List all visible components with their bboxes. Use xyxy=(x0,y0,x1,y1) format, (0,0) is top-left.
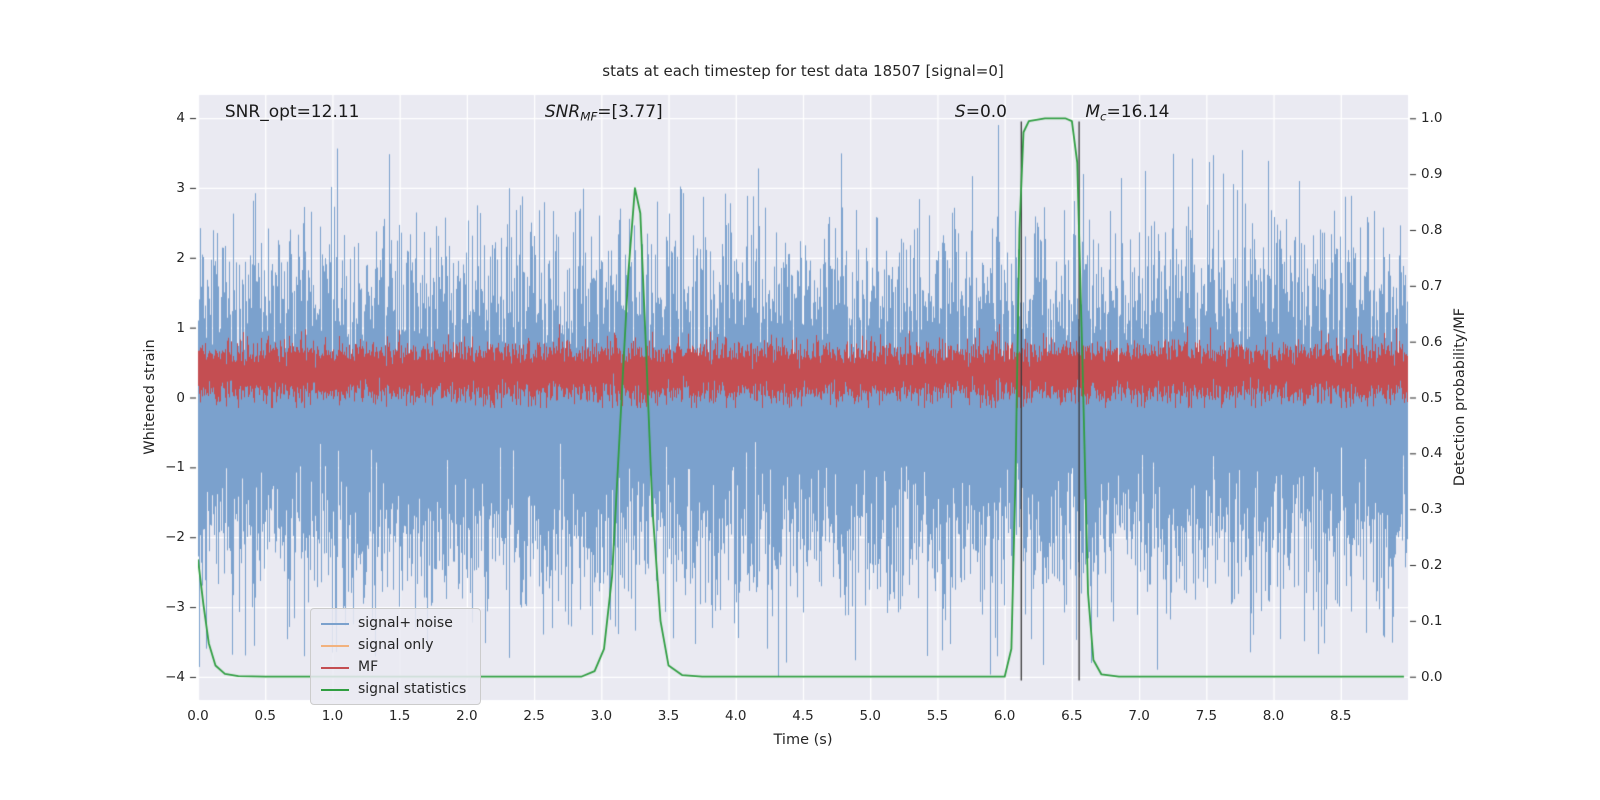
chart-canvas xyxy=(0,0,1600,800)
figure: stats at each timestep for test data 185… xyxy=(0,0,1600,800)
